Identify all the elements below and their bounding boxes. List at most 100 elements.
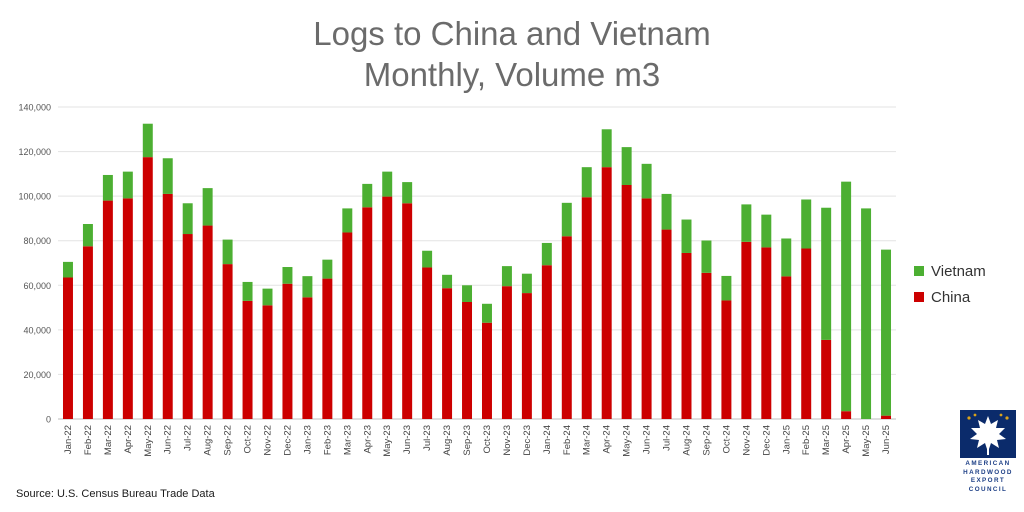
- x-tick-label: Jan-22: [63, 425, 74, 454]
- bar-vietnam: [541, 242, 552, 266]
- bar-china: [601, 167, 612, 419]
- chart-title-line1: Logs to China and Vietnam: [313, 15, 711, 52]
- bar-china: [741, 241, 752, 419]
- bar-china: [801, 248, 812, 419]
- bar-china: [821, 339, 832, 419]
- legend-label-china: China: [931, 289, 971, 306]
- bar-vietnam: [442, 274, 453, 289]
- bar-vietnam: [142, 123, 153, 158]
- bar-vietnam: [402, 182, 413, 204]
- y-tick-label: 120,000: [18, 147, 51, 157]
- oak-leaf-icon: [960, 410, 1016, 458]
- bar-china: [641, 198, 652, 419]
- source-note: Source: U.S. Census Bureau Trade Data: [16, 488, 215, 500]
- x-tick-label: Dec-22: [282, 425, 293, 456]
- logo-text-line: EXPORT: [970, 477, 1006, 484]
- bar-vietnam: [601, 129, 612, 168]
- bar-vietnam: [362, 183, 373, 208]
- y-tick-label: 0: [46, 415, 51, 425]
- bar-vietnam: [661, 193, 672, 230]
- bar-china: [881, 415, 892, 419]
- bar-vietnam: [262, 288, 273, 306]
- x-tick-label: Jul-24: [662, 425, 673, 451]
- bar-china: [302, 297, 313, 419]
- bar-china: [841, 411, 852, 419]
- bar-vietnam: [62, 261, 73, 278]
- bar-vietnam: [422, 250, 433, 268]
- bar-china: [282, 283, 293, 419]
- x-tick-label: Jun-24: [642, 425, 653, 454]
- bar-vietnam: [481, 303, 492, 323]
- bar-vietnam: [222, 239, 233, 265]
- x-tick-label: Jun-22: [163, 425, 174, 454]
- x-tick-label: Nov-24: [741, 425, 752, 456]
- x-tick-label: Sep-23: [462, 425, 473, 456]
- bar-china: [501, 286, 512, 419]
- bar-vietnam: [621, 147, 632, 185]
- x-tick-label: Apr-23: [362, 425, 373, 454]
- bar-vietnam: [202, 188, 213, 226]
- y-tick-label: 40,000: [23, 325, 51, 335]
- x-tick-label: Jan-23: [302, 425, 313, 454]
- x-tick-label: Jan-24: [542, 425, 553, 454]
- y-tick-label: 80,000: [23, 236, 51, 246]
- bar-vietnam: [761, 214, 772, 248]
- bar-vietnam: [741, 204, 752, 242]
- bar-vietnam: [581, 167, 592, 198]
- x-tick-label: Aug-24: [682, 425, 693, 456]
- bar-china: [681, 252, 692, 419]
- bar-vietnam: [501, 266, 512, 287]
- x-tick-label: May-23: [382, 425, 393, 457]
- legend-label-vietnam: Vietnam: [931, 263, 986, 280]
- bar-vietnam: [721, 275, 732, 301]
- logo-text-line: HARDWOOD: [963, 468, 1013, 476]
- bar-china: [62, 277, 73, 419]
- x-tick-label: Jun-25: [881, 425, 892, 454]
- bar-china: [621, 185, 632, 419]
- bar-vietnam: [382, 171, 393, 197]
- bar-vietnam: [162, 158, 173, 194]
- bar-china: [661, 229, 672, 419]
- x-tick-label: Feb-23: [322, 425, 333, 455]
- bar-vietnam: [561, 202, 572, 237]
- x-tick-label: Dec-23: [522, 425, 533, 456]
- legend-swatch-china: [914, 292, 924, 302]
- x-tick-label: Nov-22: [263, 425, 274, 456]
- bar-vietnam: [801, 199, 812, 249]
- logo-text-line: COUNCIL: [968, 485, 1008, 493]
- x-tick-label: Oct-24: [721, 425, 732, 454]
- x-tick-label: Jun-23: [402, 425, 413, 454]
- bar-china: [761, 247, 772, 419]
- x-tick-label: Apr-24: [602, 425, 613, 454]
- bar-vietnam: [102, 174, 113, 201]
- bar-china: [262, 305, 273, 419]
- bar-china: [402, 203, 413, 419]
- bar-china: [122, 198, 133, 419]
- y-tick-label: 140,000: [18, 103, 51, 113]
- x-tick-label: Mar-23: [342, 425, 353, 455]
- bar-china: [541, 265, 552, 419]
- bar-vietnam: [182, 203, 193, 235]
- x-tick-label: May-22: [143, 425, 154, 457]
- bar-vietnam: [701, 240, 712, 273]
- x-tick-label: Jan-25: [781, 425, 792, 454]
- bar-vietnam: [521, 273, 532, 294]
- bar-china: [781, 276, 792, 419]
- y-tick-label: 100,000: [18, 192, 51, 202]
- bar-china: [242, 300, 253, 419]
- x-tick-label: Sep-24: [701, 425, 712, 456]
- x-tick-label: Apr-22: [123, 425, 134, 454]
- chart-title-line2: Monthly, Volume m3: [363, 56, 661, 93]
- x-tick-label: Feb-25: [801, 425, 812, 455]
- bar-china: [442, 288, 453, 419]
- bar-china: [422, 267, 433, 419]
- x-tick-label: Oct-22: [243, 425, 254, 454]
- x-tick-label: May-24: [622, 425, 633, 457]
- x-tick-label: Apr-25: [841, 425, 852, 454]
- x-tick-label: Sep-22: [223, 425, 234, 456]
- x-tick-label: Oct-23: [482, 425, 493, 454]
- bar-china: [162, 193, 173, 419]
- x-tick-label: Aug-23: [442, 425, 453, 456]
- bar-china: [581, 197, 592, 419]
